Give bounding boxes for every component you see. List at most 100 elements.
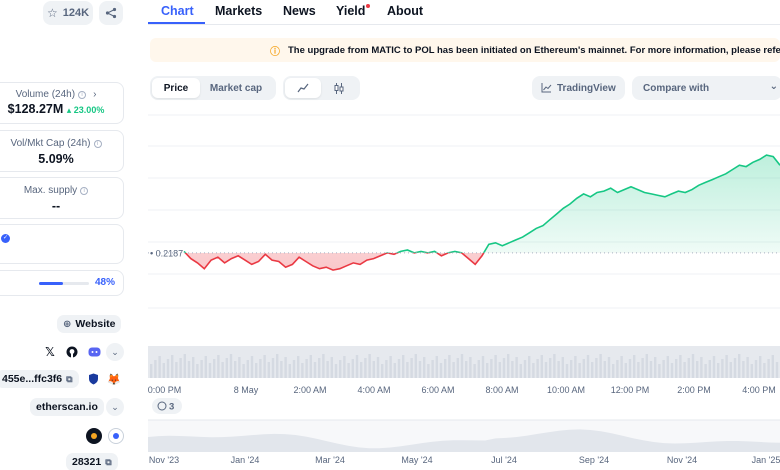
price-toggle[interactable]: Price: [152, 78, 200, 98]
volume-bar: [255, 363, 258, 378]
volume-bar: [297, 356, 300, 378]
explorer-chevron-icon[interactable]: ⌄: [106, 398, 124, 416]
copy-icon[interactable]: ⧉: [105, 456, 112, 467]
volume-bar: [649, 361, 653, 378]
compare-with-dropdown[interactable]: Compare with ⌄: [632, 76, 780, 100]
volume-bar: [712, 356, 716, 378]
line-chart-icon: [297, 83, 309, 93]
volume-bar: [196, 364, 199, 378]
chevron-right-icon[interactable]: ›: [93, 89, 97, 100]
price-chart-svg[interactable]: • 0.2187 10:00 PM 8 May 2:00 AM 4:00 AM 6:00…: [143, 112, 780, 470]
navigator-tick-label: Jul '24: [491, 455, 517, 465]
more-links-chevron-icon[interactable]: ⌄: [106, 343, 124, 361]
active-tab-underline: [148, 22, 205, 24]
volume-bar: [339, 360, 342, 378]
info-icon[interactable]: i: [78, 90, 87, 99]
volume-bar: [700, 357, 703, 378]
range-navigator[interactable]: Nov '23 Jan '24 Mar '24 May '24 Jul '24 Sep '…: [148, 419, 780, 465]
share-button[interactable]: [99, 1, 123, 25]
volume-bar: [351, 359, 354, 378]
volume-card: Volume (24h) i › $128.27M ▴ 23.00%: [0, 82, 124, 124]
volume-bar: [750, 364, 753, 378]
volume-bar: [670, 363, 674, 378]
info-icon[interactable]: i: [93, 139, 102, 148]
volume-bar: [754, 360, 758, 378]
volume-bar: [322, 354, 325, 378]
volume-bar: [376, 357, 380, 378]
website-link[interactable]: ⊕ Website: [57, 315, 122, 333]
volume-bar: [301, 363, 304, 378]
line-chart-button[interactable]: [285, 78, 321, 98]
volume-bar: [620, 356, 623, 378]
volume-bar: [683, 362, 686, 378]
volume-bar: [326, 361, 329, 378]
events-badge: [152, 398, 182, 414]
volume-bar: [641, 358, 644, 378]
volume-bar: [687, 358, 690, 378]
volume-bar: [553, 354, 556, 378]
volume-bar: [150, 364, 153, 378]
volume-bar: [742, 361, 745, 378]
volume-bar: [465, 361, 468, 378]
wallet-icon-2[interactable]: [108, 428, 124, 444]
market-cap-toggle[interactable]: Market cap: [209, 82, 263, 94]
navigator-tick-label: Nov '23: [149, 455, 179, 465]
volume-bar: [318, 358, 321, 378]
volume-label-row: Volume (24h) i ›: [0, 89, 123, 100]
volume-bar: [666, 356, 669, 378]
volume-bars: [148, 346, 780, 378]
events-marker[interactable]: 3: [152, 398, 182, 414]
volume-bar: [360, 362, 363, 378]
copy-icon[interactable]: ⧉: [66, 373, 73, 384]
x-tick-label: 12:00 PM: [611, 385, 650, 395]
website-label: Website: [75, 318, 116, 330]
metamask-icon[interactable]: 🦊: [107, 373, 121, 386]
volume-bar: [213, 359, 216, 378]
tab-chart[interactable]: Chart: [161, 4, 194, 18]
shield-icon[interactable]: [85, 371, 101, 387]
discord-icon[interactable]: [86, 344, 102, 360]
volume-bar: [654, 357, 657, 378]
announcement-text: The upgrade from MATIC to POL has been i…: [288, 44, 780, 56]
volume-bar: [498, 362, 501, 378]
volume-bar: [234, 361, 237, 378]
info-icon[interactable]: i: [80, 186, 89, 195]
volume-bar: [280, 361, 283, 378]
volume-bar: [246, 360, 249, 378]
vol-mkt-cap-label: Vol/Mkt Cap (24h): [10, 138, 91, 149]
volume-bar: [502, 358, 506, 378]
explorer-link[interactable]: etherscan.io: [30, 398, 104, 416]
volume-bar: [414, 354, 417, 378]
candlestick-button[interactable]: [321, 78, 357, 98]
volume-bar: [292, 360, 296, 378]
price-chart[interactable]: • 0.2187 10:00 PM 8 May 2:00 AM 4:00 AM 6:00…: [143, 112, 780, 470]
x-twitter-icon[interactable]: 𝕏: [45, 345, 55, 359]
wallet-icon[interactable]: [86, 428, 102, 444]
volume-bar: [481, 356, 485, 378]
volume-bar: [528, 356, 531, 378]
volume-bar: [271, 358, 275, 378]
tab-news[interactable]: News: [283, 4, 316, 18]
volume-bar: [708, 360, 711, 378]
github-icon[interactable]: [64, 344, 80, 360]
volume-bar: [595, 358, 598, 378]
volume-bar: [263, 355, 266, 378]
volume-bar: [456, 358, 459, 378]
contract-address-chip[interactable]: 455e...ffc3f6 ⧉: [0, 370, 79, 388]
volume-change: ▴ 23.00%: [66, 105, 105, 115]
vol-mkt-cap-card: Vol/Mkt Cap (24h) i 5.09%: [0, 130, 124, 172]
volume-bar: [519, 364, 522, 378]
volume-bar: [309, 355, 312, 378]
tab-about[interactable]: About: [387, 4, 424, 18]
volume-bar: [276, 354, 279, 378]
baseline: • 0.2187: [148, 248, 780, 258]
verified-icon: ✓: [1, 234, 10, 243]
tab-yield[interactable]: Yield: [336, 4, 371, 18]
favorite-button[interactable]: ☆ 124K: [43, 1, 93, 25]
volume-bar: [452, 362, 455, 378]
volume-bar: [759, 356, 762, 378]
tradingview-button[interactable]: TradingView: [532, 76, 625, 100]
tab-yield-label: Yield: [336, 4, 366, 18]
holders-chip[interactable]: 28321 ⧉: [66, 453, 118, 470]
tab-markets[interactable]: Markets: [215, 4, 263, 18]
